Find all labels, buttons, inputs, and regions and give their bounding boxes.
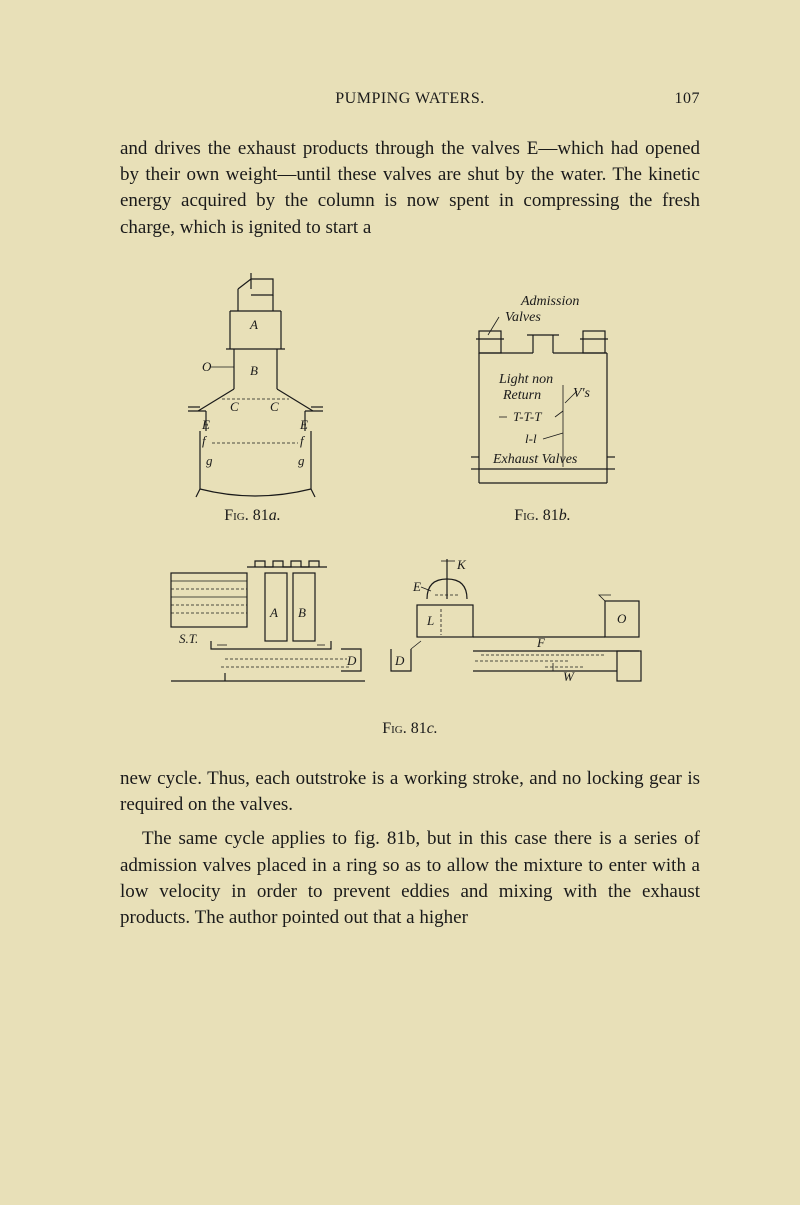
label-admission: Admission (520, 294, 579, 309)
page-header: PUMPING WATERS. 107 (120, 90, 700, 108)
label-valves: Valves (505, 310, 541, 325)
label-O: O (202, 359, 212, 374)
paragraph-2: new cycle. Thus, each outstroke is a wor… (120, 766, 700, 818)
figure-81a-caption: Fig. 81a. (224, 507, 281, 525)
page-number: 107 (660, 90, 700, 108)
label-E-left: E (201, 417, 210, 432)
label-81c-A: A (269, 605, 278, 620)
fig81a-caption-prefix: Fig. 81 (224, 507, 269, 524)
figure-81c-caption: Fig. 81c. (120, 720, 700, 738)
fig81a-caption-suffix: a. (269, 507, 281, 524)
label-lightnon: Light non (498, 372, 553, 387)
label-81c-F: F (536, 635, 546, 650)
fig81b-caption-prefix: Fig. 81 (514, 507, 559, 524)
figure-81a-block: A O B C C E (178, 271, 328, 525)
label-C-right: C (270, 399, 279, 414)
label-exhaust: Exhaust Valves (492, 452, 578, 467)
fig81c-caption-suffix: c. (427, 720, 438, 737)
label-f-right: f (300, 433, 306, 448)
paragraph-1: and drives the exhaust products through … (120, 136, 700, 241)
figure-81a-svg: A O B C C E (178, 271, 328, 501)
label-81c-D-right: D (394, 653, 405, 668)
label-ll: l-l (525, 431, 537, 446)
label-81c-D-left: D (346, 653, 357, 668)
fig81c-caption-prefix: Fig. 81 (382, 720, 427, 737)
label-C-left: C (230, 399, 239, 414)
label-81c-K: K (456, 557, 467, 572)
label-return: Return (502, 388, 541, 403)
page-container: PUMPING WATERS. 107 and drives the exhau… (0, 0, 800, 1019)
figures-row-2: A B S.T. D K E (120, 555, 700, 710)
paragraph-3: The same cycle applies to fig. 81b, but … (120, 826, 700, 931)
figure-81c-svg: A B S.T. D K E (165, 555, 655, 710)
label-ttt: T-T-T (513, 409, 542, 424)
figures-row-1: A O B C C E (120, 271, 700, 525)
running-title: PUMPING WATERS. (160, 90, 660, 108)
label-81c-ST: S.T. (179, 631, 198, 646)
label-vs: V's (573, 386, 591, 401)
fig81b-caption-suffix: b. (559, 507, 571, 524)
figure-81b-caption: Fig. 81b. (514, 507, 571, 525)
label-A: A (249, 317, 258, 332)
label-81c-O: O (617, 611, 627, 626)
figure-81b-block: Admission Valves Light non (443, 291, 643, 525)
label-81c-E: E (412, 579, 421, 594)
label-g-right: g (298, 453, 305, 468)
label-81c-B: B (298, 605, 306, 620)
header-spacer (120, 90, 160, 108)
label-81c-L: L (426, 613, 434, 628)
label-f-left: f (202, 433, 208, 448)
label-B: B (250, 363, 258, 378)
figure-81b-svg: Admission Valves Light non (443, 291, 643, 501)
label-g-left: g (206, 453, 213, 468)
label-E-right: E (299, 417, 308, 432)
